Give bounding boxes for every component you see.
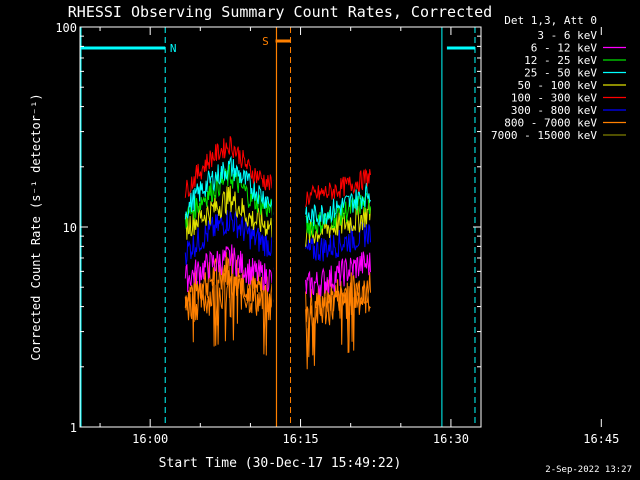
series-line-6-12-keV — [305, 251, 371, 298]
series-line-12-25-keV — [184, 163, 274, 230]
y-axis-label: Corrected Count Rate (s⁻¹ detector⁻¹) — [29, 93, 43, 360]
marker-label-s: S — [262, 35, 269, 48]
series-line-25-50-keV — [184, 155, 274, 220]
legend-entry-label: 7000 - 15000 keV — [491, 129, 597, 142]
series-line-25-50-keV — [305, 182, 371, 228]
x-axis-label: Start Time (30-Dec-17 15:49:22) — [159, 456, 402, 471]
legend-header: Det 1,3, Att 0 — [504, 14, 597, 27]
chart-title: RHESSI Observing Summary Count Rates, Co… — [68, 3, 492, 21]
x-tick-label: 16:00 — [132, 432, 168, 446]
x-tick-label: 16:30 — [433, 432, 469, 446]
series-line-300-800-keV — [305, 220, 371, 262]
plot-area — [80, 27, 481, 427]
series-line-100-300-keV — [305, 168, 371, 208]
series-line-6-12-keV — [184, 244, 274, 293]
legend-entry-label: 100 - 300 keV — [511, 92, 597, 105]
legend-entry-label: 12 - 25 keV — [524, 54, 597, 67]
legend-entry-label: 3 - 6 keV — [537, 29, 597, 42]
y-tick-label: 10 — [63, 221, 77, 235]
series-line-3-6-keV — [184, 88, 274, 103]
x-tick-label: 16:15 — [282, 432, 318, 446]
legend-entry-label: 6 - 12 keV — [531, 42, 598, 55]
legend-entry-label: 300 - 800 keV — [511, 104, 597, 117]
series-line-3-6-keV — [305, 91, 371, 104]
legend-entry-label: 800 - 7000 keV — [504, 117, 597, 130]
x-tick-label: 16:45 — [583, 432, 619, 446]
legend-entry-label: 25 - 50 keV — [524, 67, 597, 80]
series-line-7000-15000-keV — [305, 280, 371, 370]
series-line-300-800-keV — [184, 210, 274, 265]
series-line-100-300-keV — [184, 136, 274, 198]
legend-entry-label: 50 - 100 keV — [518, 79, 598, 92]
y-tick-label: 1 — [70, 421, 77, 435]
y-tick-label: 100 — [55, 21, 77, 35]
marker-label-n: N — [170, 42, 177, 55]
footer-date: 2-Sep-2022 13:27 — [545, 465, 632, 475]
